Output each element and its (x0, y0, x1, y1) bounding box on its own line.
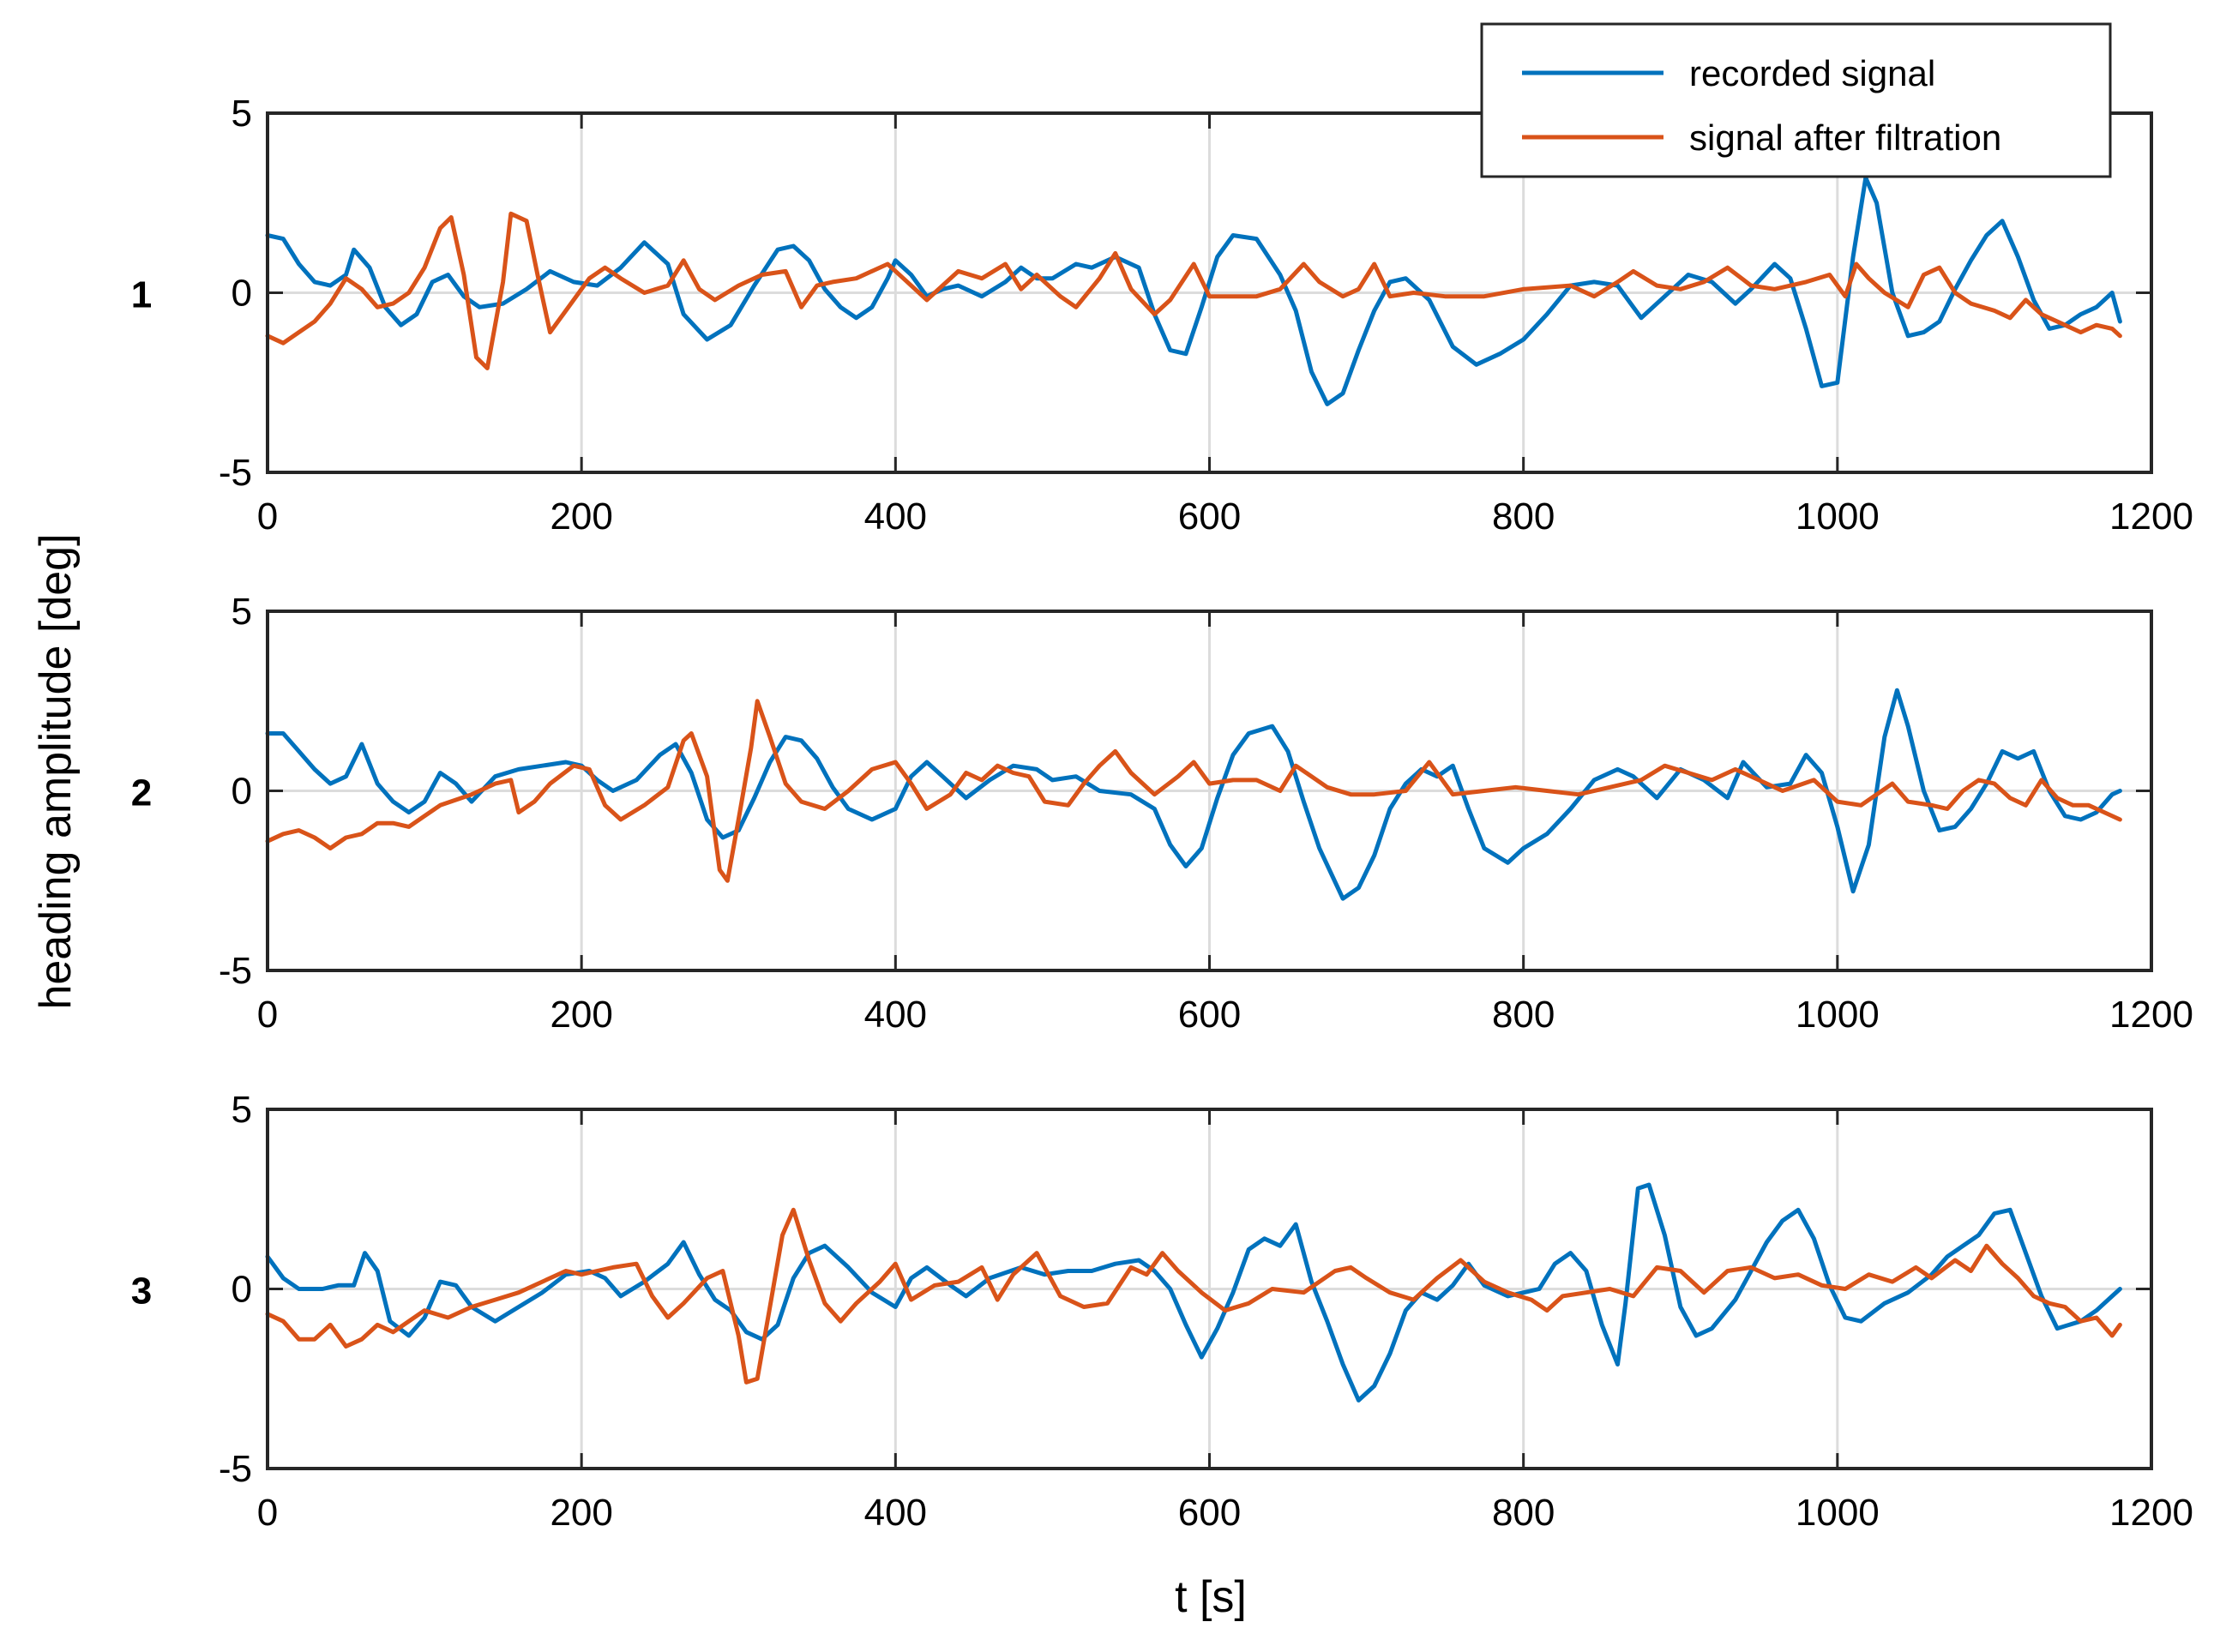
x-tick-label: 0 (257, 994, 278, 1036)
x-tick-label: 200 (550, 496, 612, 538)
y-tick-label: -5 (219, 1448, 252, 1490)
x-tick-label: 1000 (1796, 496, 1880, 538)
panel-label: 2 (131, 772, 152, 814)
x-tick-label: 1000 (1796, 994, 1880, 1036)
x-tick-label: 800 (1492, 1492, 1555, 1534)
x-tick-label: 600 (1178, 994, 1241, 1036)
panel-label: 1 (131, 274, 152, 316)
x-tick-label: 400 (864, 496, 927, 538)
x-tick-label: 200 (550, 1492, 612, 1534)
y-tick-label: 0 (232, 273, 252, 315)
x-tick-label: 600 (1178, 1492, 1241, 1534)
x-tick-label: 800 (1492, 496, 1555, 538)
series-line-filtered (265, 1207, 2122, 1385)
y-tick-label: 0 (232, 1269, 252, 1311)
legend: recorded signal signal after filtration (1480, 22, 2112, 178)
x-tick-label: 1000 (1796, 1492, 1880, 1534)
series-line-filtered (265, 211, 2122, 370)
x-tick-label: 600 (1178, 496, 1241, 538)
legend-label: signal after filtration (1689, 117, 2001, 158)
x-axis-title: t [s] (1175, 1572, 1247, 1622)
x-tick-label: 200 (550, 994, 612, 1036)
x-tick-label: 800 (1492, 994, 1555, 1036)
x-tick-label: 400 (864, 1492, 927, 1534)
series-line-recorded (265, 688, 2122, 901)
legend-box (1480, 22, 2112, 178)
x-tick-label: 1200 (2109, 994, 2193, 1036)
series-line-filtered (265, 699, 2122, 883)
y-tick-label: -5 (219, 452, 252, 494)
x-tick-label: 1200 (2109, 496, 2193, 538)
y-tick-label: 5 (232, 1089, 252, 1131)
x-tick-label: 400 (864, 994, 927, 1036)
y-axis-title: heading amplitude [deg] (31, 533, 81, 1009)
series-line-recorded (265, 175, 2122, 406)
panel-label: 3 (131, 1271, 152, 1313)
y-tick-label: -5 (219, 950, 252, 992)
series-line-recorded (265, 1182, 2122, 1403)
legend-label: recorded signal (1689, 53, 1935, 93)
y-tick-label: 5 (232, 591, 252, 633)
x-tick-label: 0 (257, 496, 278, 538)
y-tick-label: 5 (232, 93, 252, 135)
y-tick-label: 0 (232, 771, 252, 813)
x-tick-label: 1200 (2109, 1492, 2193, 1534)
x-tick-label: 0 (257, 1492, 278, 1534)
